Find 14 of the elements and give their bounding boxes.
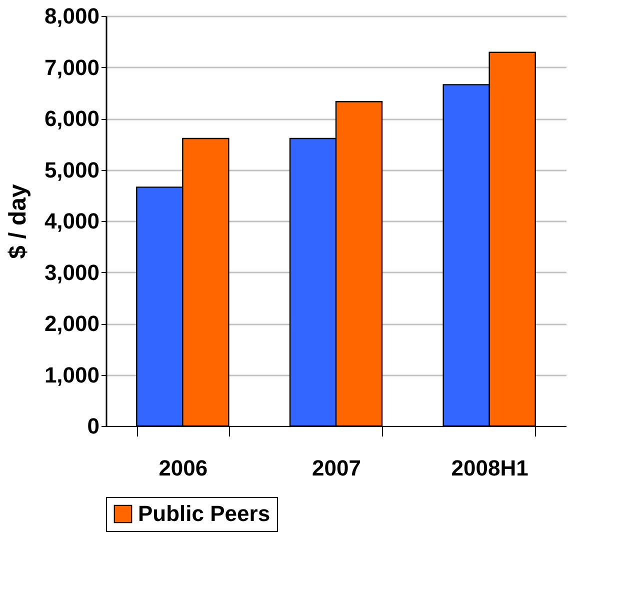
y-tick-label: 1,000	[44, 362, 100, 388]
y-tick-label: 7,000	[44, 54, 100, 80]
x-tick-label: 2006	[158, 456, 208, 480]
y-tick-label: 3,000	[44, 260, 100, 285]
y-axis-title: $ / day	[4, 184, 32, 259]
x-tick-label: 2007	[312, 456, 361, 480]
y-tick-label: 2,000	[44, 311, 100, 336]
y-tick-label: 8,000	[44, 4, 100, 28]
y-tick-label: 4,000	[44, 208, 100, 234]
legend-label: Public Peers	[138, 501, 270, 526]
y-tick-label: 5,000	[44, 157, 100, 182]
y-tick-label: 6,000	[44, 106, 100, 131]
y-tick-label: 0	[87, 414, 100, 438]
x-tick-label: 2008H1	[451, 456, 528, 480]
